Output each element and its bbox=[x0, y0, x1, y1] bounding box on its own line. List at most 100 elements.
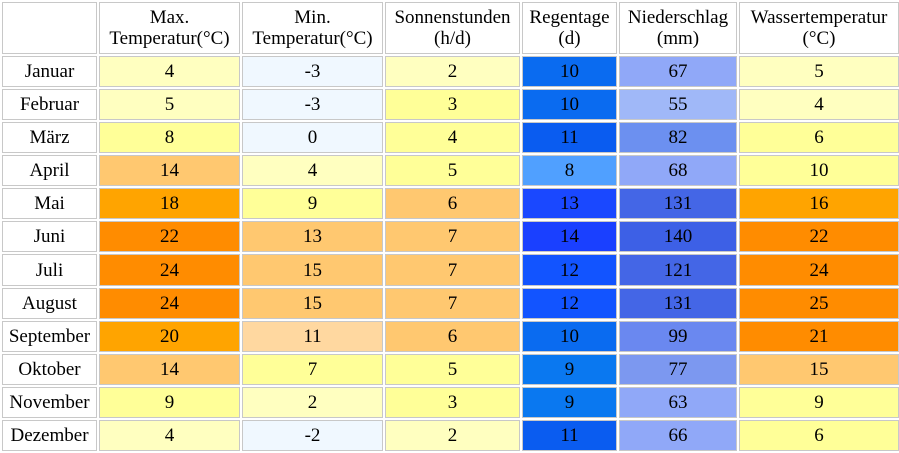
cell-sun: 7 bbox=[385, 287, 520, 319]
cell-rain_days: 10 bbox=[522, 89, 617, 121]
cell-precip: 66 bbox=[619, 419, 737, 451]
cell-rain_days: 12 bbox=[522, 254, 617, 286]
table-row: Juni 22 13 7 14 140 22 bbox=[2, 221, 899, 253]
header-corner bbox=[2, 2, 97, 54]
cell-water_temp: 22 bbox=[739, 221, 899, 253]
cell-rain_days: 10 bbox=[522, 56, 617, 88]
cell-max_temp: 4 bbox=[99, 56, 240, 88]
header-precipitation-line2: (mm) bbox=[656, 28, 700, 49]
cell-rain_days: 12 bbox=[522, 287, 617, 319]
cell-precip: 131 bbox=[619, 287, 737, 319]
month-label: Juli bbox=[2, 254, 97, 286]
header-precipitation-line1: Niederschlag bbox=[627, 7, 729, 28]
table-row: September 20 11 6 10 99 21 bbox=[2, 320, 899, 352]
table-row: Dezember 4 -2 2 11 66 6 bbox=[2, 419, 899, 451]
table-row: Juli 24 15 7 12 121 24 bbox=[2, 254, 899, 286]
header-sun-hours-line2: (h/d) bbox=[434, 28, 471, 49]
cell-precip: 140 bbox=[619, 221, 737, 253]
month-label: April bbox=[2, 155, 97, 187]
cell-rain_days: 11 bbox=[522, 419, 617, 451]
cell-max_temp: 4 bbox=[99, 419, 240, 451]
cell-rain_days: 9 bbox=[522, 353, 617, 385]
cell-max_temp: 18 bbox=[99, 188, 240, 220]
table-row: August 24 15 7 12 131 25 bbox=[2, 287, 899, 319]
header-water-temp: Wassertemperatur (°C) bbox=[739, 2, 899, 54]
month-label: Mai bbox=[2, 188, 97, 220]
cell-min_temp: 13 bbox=[242, 221, 383, 253]
cell-rain_days: 9 bbox=[522, 386, 617, 418]
cell-water_temp: 25 bbox=[739, 287, 899, 319]
cell-precip: 131 bbox=[619, 188, 737, 220]
cell-sun: 6 bbox=[385, 320, 520, 352]
cell-min_temp: 15 bbox=[242, 287, 383, 319]
header-water-temp-line1: Wassertemperatur bbox=[750, 7, 888, 28]
month-label: September bbox=[2, 320, 97, 352]
cell-water_temp: 21 bbox=[739, 320, 899, 352]
header-min-temp: Min. Temperatur(°C) bbox=[242, 2, 383, 54]
table-row: Oktober 14 7 5 9 77 15 bbox=[2, 353, 899, 385]
cell-sun: 4 bbox=[385, 122, 520, 154]
cell-max_temp: 5 bbox=[99, 89, 240, 121]
cell-rain_days: 10 bbox=[522, 320, 617, 352]
cell-sun: 3 bbox=[385, 386, 520, 418]
cell-water_temp: 24 bbox=[739, 254, 899, 286]
header-max-temp-line1: Max. bbox=[149, 7, 190, 28]
cell-max_temp: 22 bbox=[99, 221, 240, 253]
month-label: März bbox=[2, 122, 97, 154]
header-min-temp-line2: Temperatur(°C) bbox=[252, 28, 373, 49]
cell-precip: 82 bbox=[619, 122, 737, 154]
month-label: Dezember bbox=[2, 419, 97, 451]
cell-max_temp: 14 bbox=[99, 353, 240, 385]
header-max-temp: Max. Temperatur(°C) bbox=[99, 2, 240, 54]
cell-max_temp: 24 bbox=[99, 254, 240, 286]
cell-rain_days: 13 bbox=[522, 188, 617, 220]
cell-precip: 63 bbox=[619, 386, 737, 418]
cell-sun: 5 bbox=[385, 353, 520, 385]
cell-water_temp: 6 bbox=[739, 419, 899, 451]
header-sun-hours-line1: Sonnenstunden bbox=[394, 7, 511, 28]
cell-sun: 7 bbox=[385, 221, 520, 253]
cell-min_temp: 15 bbox=[242, 254, 383, 286]
cell-rain_days: 11 bbox=[522, 122, 617, 154]
cell-max_temp: 9 bbox=[99, 386, 240, 418]
table-row: Februar 5 -3 3 10 55 4 bbox=[2, 89, 899, 121]
table-row: April 14 4 5 8 68 10 bbox=[2, 155, 899, 187]
cell-min_temp: 9 bbox=[242, 188, 383, 220]
cell-min_temp: 4 bbox=[242, 155, 383, 187]
cell-max_temp: 8 bbox=[99, 122, 240, 154]
cell-rain_days: 8 bbox=[522, 155, 617, 187]
month-label: Februar bbox=[2, 89, 97, 121]
cell-sun: 2 bbox=[385, 419, 520, 451]
header-rain-days: Regentage (d) bbox=[522, 2, 617, 54]
cell-min_temp: -2 bbox=[242, 419, 383, 451]
cell-water_temp: 5 bbox=[739, 56, 899, 88]
cell-precip: 67 bbox=[619, 56, 737, 88]
cell-max_temp: 20 bbox=[99, 320, 240, 352]
header-rain-days-line1: Regentage bbox=[529, 7, 610, 28]
climate-table-body: Januar 4 -3 2 10 67 5 Februar 5 -3 3 10 55 4 März 8 0 4 11… bbox=[2, 56, 899, 451]
month-label: November bbox=[2, 386, 97, 418]
cell-precip: 99 bbox=[619, 320, 737, 352]
header-sun-hours: Sonnenstunden (h/d) bbox=[385, 2, 520, 54]
cell-min_temp: 0 bbox=[242, 122, 383, 154]
cell-min_temp: -3 bbox=[242, 89, 383, 121]
month-label: Januar bbox=[2, 56, 97, 88]
cell-precip: 55 bbox=[619, 89, 737, 121]
table-row: Mai 18 9 6 13 131 16 bbox=[2, 188, 899, 220]
cell-water_temp: 4 bbox=[739, 89, 899, 121]
cell-precip: 121 bbox=[619, 254, 737, 286]
month-label: Oktober bbox=[2, 353, 97, 385]
cell-max_temp: 14 bbox=[99, 155, 240, 187]
table-row: März 8 0 4 11 82 6 bbox=[2, 122, 899, 154]
cell-precip: 77 bbox=[619, 353, 737, 385]
cell-min_temp: 2 bbox=[242, 386, 383, 418]
header-rain-days-line2: (d) bbox=[558, 28, 581, 49]
cell-rain_days: 14 bbox=[522, 221, 617, 253]
cell-water_temp: 15 bbox=[739, 353, 899, 385]
cell-water_temp: 6 bbox=[739, 122, 899, 154]
cell-min_temp: 7 bbox=[242, 353, 383, 385]
cell-sun: 2 bbox=[385, 56, 520, 88]
cell-min_temp: -3 bbox=[242, 56, 383, 88]
cell-sun: 6 bbox=[385, 188, 520, 220]
